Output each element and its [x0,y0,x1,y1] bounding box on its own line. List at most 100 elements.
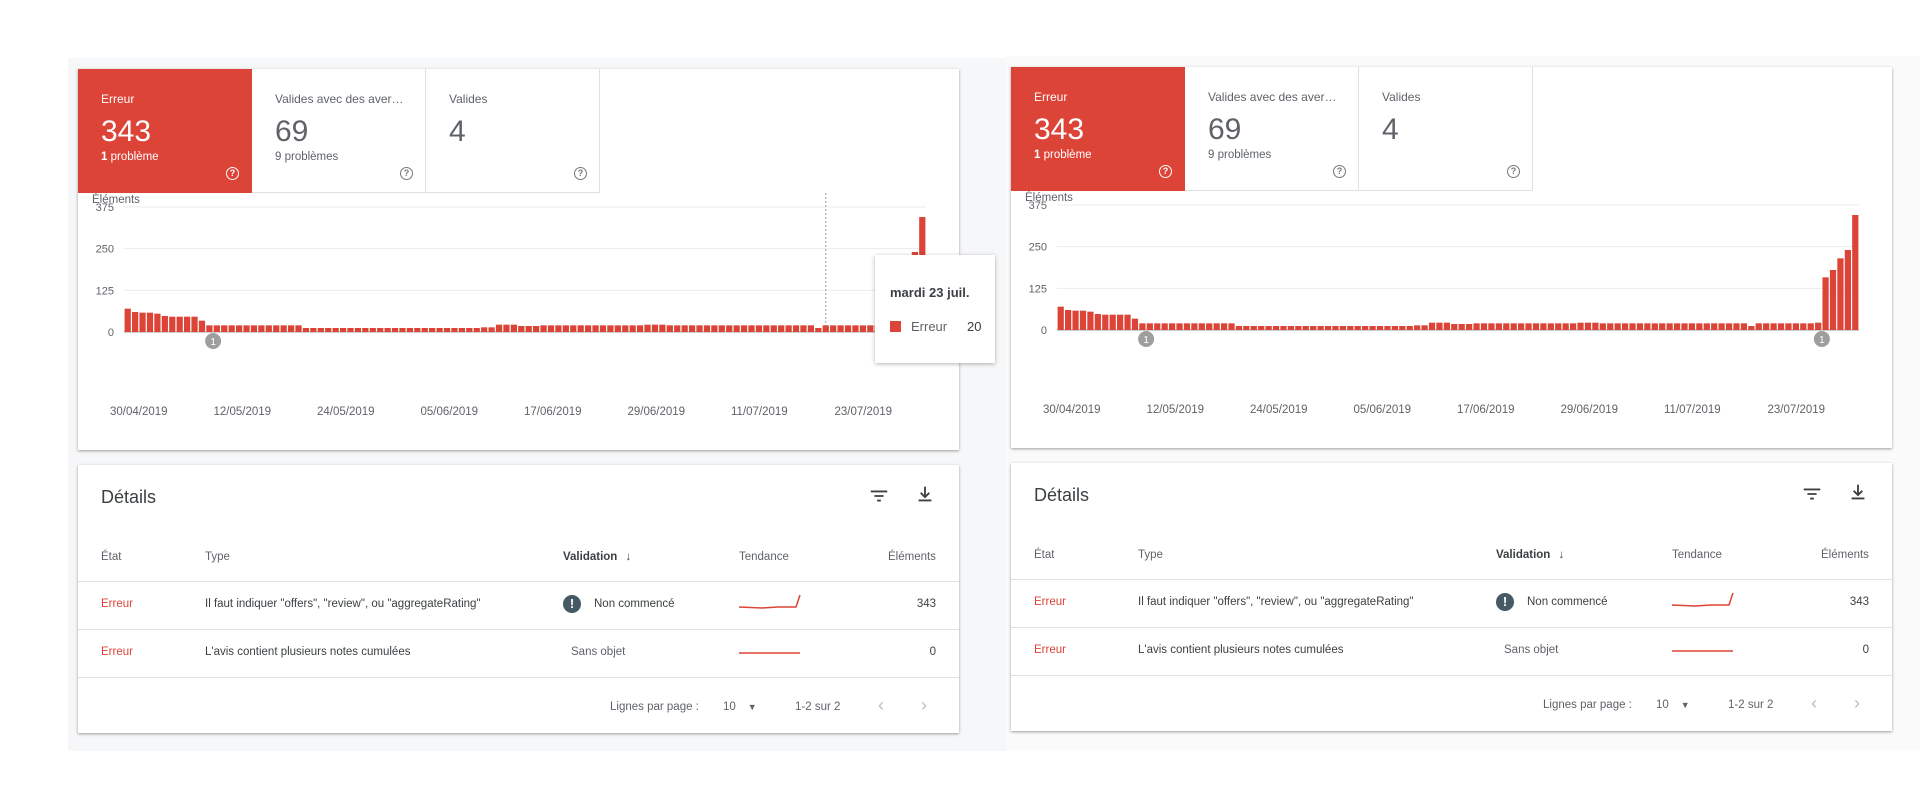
bar[interactable] [778,325,785,332]
bar[interactable] [280,325,287,332]
bar[interactable] [518,326,525,332]
bar[interactable] [1265,326,1272,330]
bar[interactable] [1213,323,1220,330]
bar[interactable] [1480,323,1488,330]
bar[interactable] [1317,326,1324,330]
tile-erreur[interactable]: Erreur 343 1 problème ? [1011,67,1185,191]
bar[interactable] [310,328,317,332]
bar[interactable] [1414,325,1421,330]
bar[interactable] [161,316,168,332]
row-type[interactable]: Il faut indiquer "offers", "review", ou … [205,598,481,610]
bar[interactable] [399,328,406,332]
bar[interactable] [1235,326,1243,330]
bar[interactable] [807,325,815,332]
bar[interactable] [666,325,673,332]
bar[interactable] [822,325,829,332]
bar[interactable] [265,325,272,332]
bar[interactable] [1792,323,1799,330]
bar[interactable] [1562,323,1569,330]
bar[interactable] [703,325,711,332]
bar[interactable] [139,312,146,332]
bar[interactable] [726,325,733,332]
bar[interactable] [1763,323,1770,330]
bar[interactable] [711,325,718,332]
bar[interactable] [547,325,555,332]
bar[interactable] [1139,323,1146,330]
bar[interactable] [391,328,399,332]
bar[interactable] [132,312,139,332]
bar[interactable] [644,324,651,332]
bar[interactable] [1518,323,1525,330]
bar[interactable] [659,324,666,332]
bar[interactable] [362,328,369,332]
bar[interactable] [525,326,532,332]
help-icon[interactable]: ? [1333,165,1346,178]
bar[interactable] [317,328,324,332]
bar[interactable] [607,325,614,332]
bar[interactable] [169,316,176,332]
bar[interactable] [1280,326,1287,330]
bar[interactable] [1443,322,1450,330]
help-icon[interactable]: ? [400,167,413,180]
bar[interactable] [146,312,154,332]
bar[interactable] [414,328,421,332]
bar[interactable] [1406,326,1413,330]
bar[interactable] [1287,326,1295,330]
bar[interactable] [1124,314,1131,330]
bar[interactable] [1755,323,1762,330]
bar[interactable] [1436,322,1443,330]
bar[interactable] [1688,323,1696,330]
annotation-marker[interactable]: 1 [205,333,222,349]
help-icon[interactable]: ? [226,167,239,180]
bar[interactable] [495,324,503,332]
bar[interactable] [785,325,792,332]
bar[interactable] [1191,323,1198,330]
tile-erreur[interactable]: Erreur 343 1 problème ? [78,69,252,193]
bar[interactable] [1354,326,1361,330]
bar[interactable] [1302,326,1309,330]
bar[interactable] [1852,215,1859,330]
bar[interactable] [1822,277,1829,330]
bar[interactable] [1696,323,1703,330]
bar[interactable] [443,328,451,332]
bar[interactable] [466,328,473,332]
bar[interactable] [688,325,696,332]
bar[interactable] [1176,323,1183,330]
bar[interactable] [1161,323,1168,330]
bar[interactable] [748,325,755,332]
bar[interactable] [733,325,740,332]
bar[interactable] [555,325,562,332]
bar[interactable] [622,325,629,332]
bar[interactable] [1488,323,1495,330]
bar[interactable] [1740,323,1748,330]
bar[interactable] [614,325,621,332]
bar[interactable] [1183,323,1191,330]
bar[interactable] [228,325,235,332]
bar[interactable] [503,324,510,332]
bar[interactable] [1681,323,1688,330]
row-type[interactable]: Il faut indiquer "offers", "review", ou … [1138,596,1414,608]
bar[interactable] [1228,323,1235,330]
previous-page-icon[interactable]: ‹ [878,695,884,715]
bar[interactable] [1473,323,1480,330]
bar[interactable] [1837,258,1844,330]
bar[interactable] [1072,310,1079,330]
bar[interactable] [206,325,213,332]
bar[interactable] [302,328,310,332]
bar[interactable] [792,325,800,332]
row-state[interactable]: Erreur [101,646,133,658]
bar[interactable] [837,325,844,332]
bar[interactable] [481,327,488,332]
bar[interactable] [510,324,517,332]
bar[interactable] [533,326,540,332]
bar[interactable] [258,325,265,332]
row-type[interactable]: L'avis contient plusieurs notes cumulées [1138,644,1344,656]
bar[interactable] [1569,323,1577,330]
bar[interactable] [1347,326,1354,330]
bar[interactable] [540,325,547,332]
bar[interactable] [1829,270,1837,330]
bar[interactable] [1785,323,1792,330]
bar[interactable] [1198,323,1205,330]
bar[interactable] [1673,323,1681,330]
